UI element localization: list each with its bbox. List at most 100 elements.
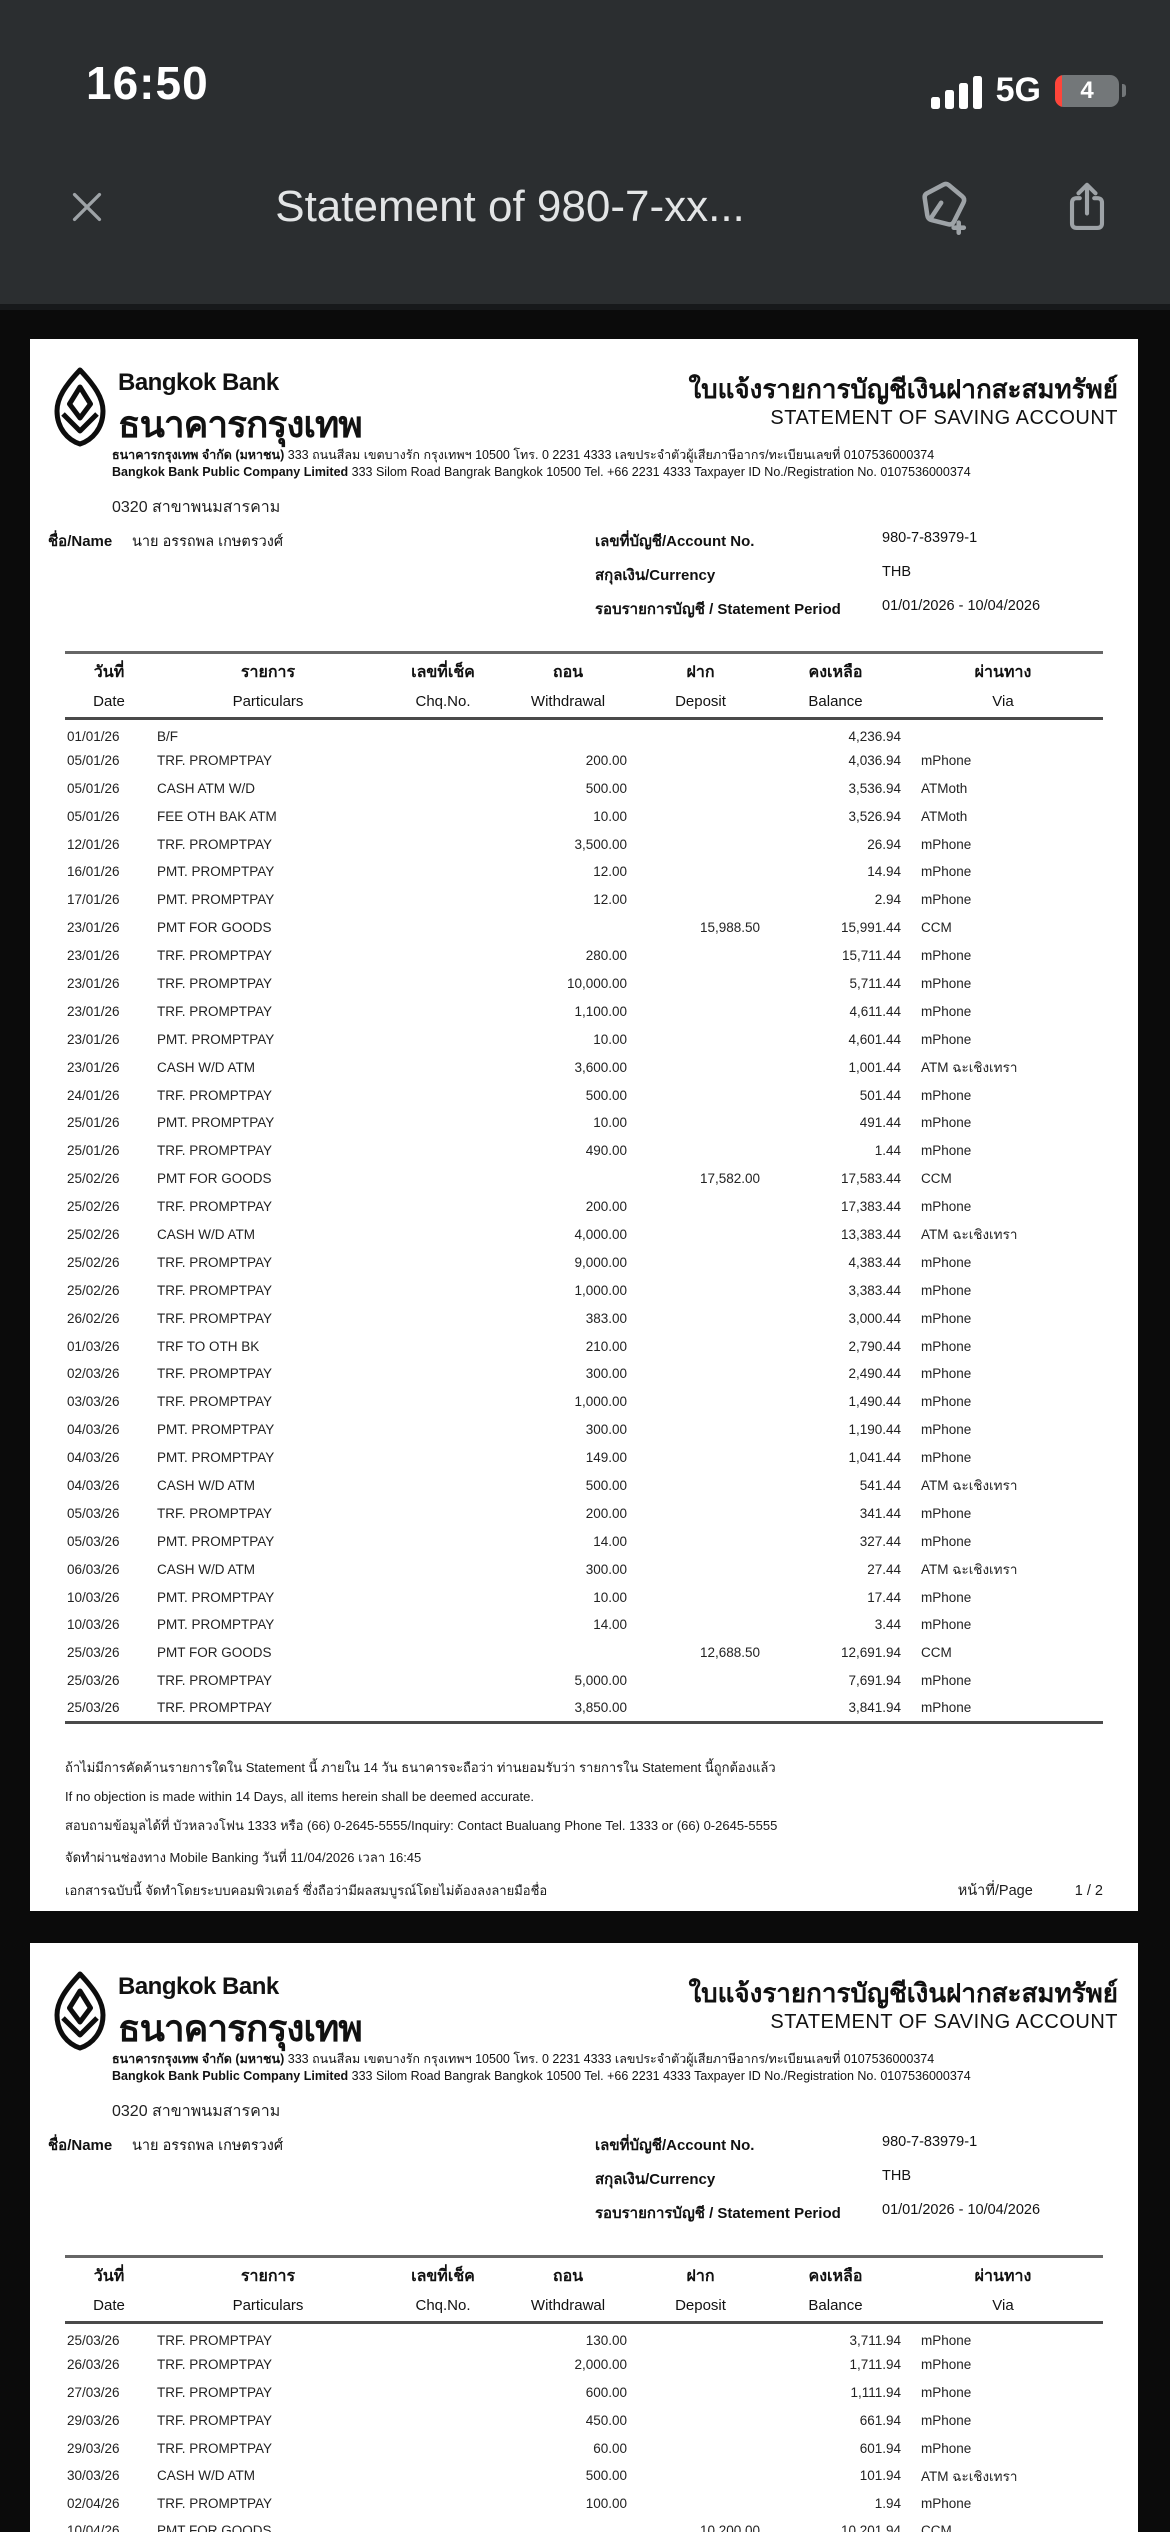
currency-label: สกุลเงิน/Currency [595,2171,716,2188]
bank-address: ธนาคารกรุงเทพ จำกัด (มหาชน) 333 ถนนสีลม … [112,2052,971,2083]
bank-name-th: ธนาคารกรุงเทพ [118,404,363,445]
cellular-signal-icon [930,73,982,109]
battery-cap [1122,84,1126,97]
table-row: 23/01/26 CASH W/D ATM 3,600.00 1,001.44 ATM … [67,1059,1018,1076]
table-row: 02/03/26 TRF. PROMPTPAY 300.00 2,490.44 mPho… [67,1366,972,1382]
document-title: Statement of 980-7-xx... [275,182,745,231]
period-label: รอบรายการบัญชี / Statement Period [595,601,841,618]
table-row: 10/03/26 PMT. PROMPTPAY 10.00 17.44 mPhone [67,1589,972,1605]
page-number: หน้าที่/Page 1 / 2 [957,1883,1103,1899]
table-row: 05/03/26 PMT. PROMPTPAY 14.00 327.44 mPhone [67,1533,972,1549]
top-chrome: 16:50 5G 4 Statement of 980-7-xx... [0,0,1170,310]
bank-name-th: ธนาคารกรุงเทพ [118,2008,363,2049]
table-row: 10/03/26 PMT. PROMPTPAY 14.00 3.44 mPhone [67,1617,972,1633]
table-row: 25/01/26 PMT. PROMPTPAY 10.00 491.44 mPhone [67,1115,972,1131]
table-row: 04/03/26 PMT. PROMPTPAY 300.00 1,190.44 mPho… [67,1422,972,1438]
bangkok-bank-logo [54,1971,106,2051]
statement-page-2: Bangkok Bank ธนาคารกรุงเทพ ใบแจ้งรายการบ… [30,1943,1138,2532]
table-row: 30/03/26 CASH W/D ATM 500.00 101.94 ATM ฉะเช… [67,2468,1018,2484]
close-button[interactable] [64,184,110,230]
share-icon [1069,182,1105,230]
table-row: 01/01/26 B/F 4,236.94 [67,728,901,744]
battery-icon: 4 [1055,74,1119,107]
account-value: 980-7-83979-1 [882,2134,978,2150]
period-value: 01/01/2026 - 10/04/2026 [882,2202,1041,2218]
nav-bar: Statement of 980-7-xx... [0,118,1170,296]
table-row: 29/03/26 TRF. PROMPTPAY 450.00 661.94 mPhone [67,2412,972,2428]
doc-title-en: STATEMENT OF SAVING ACCOUNT [770,407,1118,429]
name-label: ชื่อ/Name [48,2137,113,2154]
table-row: 27/03/26 TRF. PROMPTPAY 600.00 1,111.94 mPho… [67,2384,972,2400]
currency-value: THB [882,2168,911,2184]
table-header: วันที่ รายการ เลขที่เช็ค ถอน ฝาก คงเหลือ… [65,653,1103,719]
table-row: 01/03/26 TRF TO OTH BK 210.00 2,790.44 mPhon… [67,1338,972,1354]
table-row: 03/03/26 TRF. PROMPTPAY 1,000.00 1,490.44 mP… [67,1394,972,1410]
table-row: 05/01/26 TRF. PROMPTPAY 200.00 4,036.94 mPho… [67,752,972,768]
period-label: รอบรายการบัญชี / Statement Period [595,2205,841,2222]
table-row: 25/03/26 TRF. PROMPTPAY 3,850.00 3,841.94 mP… [67,1700,972,1716]
table-row: 25/03/26 TRF. PROMPTPAY 130.00 3,711.94 mPho… [67,2332,972,2348]
clock: 16:50 [86,57,209,109]
table-row: 05/03/26 TRF. PROMPTPAY 200.00 341.44 mPhone [67,1505,972,1521]
transactions-table-page-1: วันที่ รายการ เลขที่เช็ค ถอน ฝาก คงเหลือ… [65,651,1103,1724]
currency-label: สกุลเงิน/Currency [595,567,716,584]
name-value: นาย อรรถพล เกษตรวงศ์ [132,2138,284,2154]
table-row: 25/02/26 TRF. PROMPTPAY 200.00 17,383.44 mPh… [67,1199,972,1215]
table-row: 05/01/26 CASH ATM W/D 500.00 3,536.94 ATMoth [67,780,968,796]
table-row: 24/01/26 TRF. PROMPTPAY 500.00 501.44 mPhone [67,1087,972,1103]
page-footer: ถ้าไม่มีการคัดค้านรายการใดใน Statement น… [65,1757,1103,1912]
doc-title-th: ใบแจ้งรายการบัญชีเงินฝากสะสมทรัพย์ [688,1978,1118,2008]
share-button[interactable] [1056,176,1118,238]
table-row: 25/02/26 CASH W/D ATM 4,000.00 13,383.44 ATM… [67,1226,1018,1243]
account-value: 980-7-83979-1 [882,530,978,546]
table-row: 04/03/26 PMT. PROMPTPAY 149.00 1,041.44 mPho… [67,1450,972,1466]
doc-title-th: ใบแจ้งรายการบัญชีเงินฝากสะสมทรัพย์ [688,374,1118,404]
battery-percent: 4 [1080,76,1094,104]
pdf-viewport[interactable]: Bangkok Bank ธนาคารกรุงเทพ ใบแจ้งรายการบ… [0,316,1170,2532]
table-row: 06/03/26 CASH W/D ATM 300.00 27.44 ATM ฉะเชิ… [67,1561,1018,1578]
table-row: 23/01/26 PMT FOR GOODS 15,988.50 15,991.44 C… [67,920,952,936]
period-value: 01/01/2026 - 10/04/2026 [882,598,1041,614]
network-type-label: 5G [995,71,1041,109]
markup-add-icon [922,181,967,236]
table-row: 26/03/26 TRF. PROMPTPAY 2,000.00 1,711.94 mP… [67,2356,972,2372]
table-row: 25/03/26 TRF. PROMPTPAY 5,000.00 7,691.94 mP… [67,1673,972,1689]
battery-level-fill [1055,74,1062,107]
table-row: 17/01/26 PMT. PROMPTPAY 12.00 2.94 mPhone [67,892,972,908]
table-row: 25/02/26 PMT FOR GOODS 17,582.00 17,583.44 C… [67,1171,952,1187]
transactions-table-page-2: วันที่ รายการ เลขที่เช็ค ถอน ฝาก คงเหลือ… [65,2255,1103,2532]
branch-label: 0320 สาขาพนมสารคาม [112,499,281,516]
table-row: 04/03/26 CASH W/D ATM 500.00 541.44 ATM ฉะเช… [67,1477,1018,1494]
table-row: 16/01/26 PMT. PROMPTPAY 12.00 14.94 mPhone [67,864,972,880]
table-row: 05/01/26 FEE OTH BAK ATM 10.00 3,526.94 ATMo… [67,808,968,824]
table-row: 25/01/26 TRF. PROMPTPAY 490.00 1.44 mPhone [67,1143,972,1159]
bank-address: ธนาคารกรุงเทพ จำกัด (มหาชน) 333 ถนนสีลม … [112,448,971,479]
table-row: 23/01/26 TRF. PROMPTPAY 1,100.00 4,611.44 mP… [67,1003,972,1019]
account-label: เลขที่บัญชี/Account No. [595,533,755,550]
close-icon [72,192,102,222]
name-value: นาย อรรถพล เกษตรวงศ์ [132,534,284,550]
table-row: 12/01/26 TRF. PROMPTPAY 3,500.00 26.94 mPhon… [67,836,972,852]
table-row: 29/03/26 TRF. PROMPTPAY 60.00 601.94 mPhone [67,2440,972,2456]
bangkok-bank-logo [54,367,106,447]
bank-name-en: Bangkok Bank [118,369,279,396]
name-label: ชื่อ/Name [48,533,113,550]
branch-label: 0320 สาขาพนมสารคาม [112,2103,281,2120]
table-header: วันที่ รายการ เลขที่เช็ค ถอน ฝาก คงเหลือ… [65,2257,1103,2323]
account-label: เลขที่บัญชี/Account No. [595,2137,755,2154]
table-row: 25/02/26 TRF. PROMPTPAY 9,000.00 4,383.44 mP… [67,1254,972,1270]
table-row: 26/02/26 TRF. PROMPTPAY 383.00 3,000.44 mPho… [67,1310,972,1326]
markup-button[interactable] [910,173,978,241]
bank-name-en: Bangkok Bank [118,1973,279,2000]
table-row: 25/02/26 TRF. PROMPTPAY 1,000.00 3,383.44 mP… [67,1282,972,1298]
currency-value: THB [882,564,911,580]
table-row: 10/04/26 PMT FOR GOODS 10,200.00 10,201.94 C… [67,2523,952,2532]
table-row: 23/01/26 PMT. PROMPTPAY 10.00 4,601.44 mPhon… [67,1031,972,1047]
table-row: 23/01/26 TRF. PROMPTPAY 10,000.00 5,711.44 m… [67,975,972,991]
status-bar: 16:50 5G 4 [0,0,1170,118]
statement-page-1: Bangkok Bank ธนาคารกรุงเทพ ใบแจ้งรายการบ… [30,339,1138,1911]
doc-title-en: STATEMENT OF SAVING ACCOUNT [770,2011,1118,2033]
table-row: 25/03/26 PMT FOR GOODS 12,688.50 12,691.94 C… [67,1645,952,1661]
table-row: 23/01/26 TRF. PROMPTPAY 280.00 15,711.44 mPh… [67,948,972,964]
